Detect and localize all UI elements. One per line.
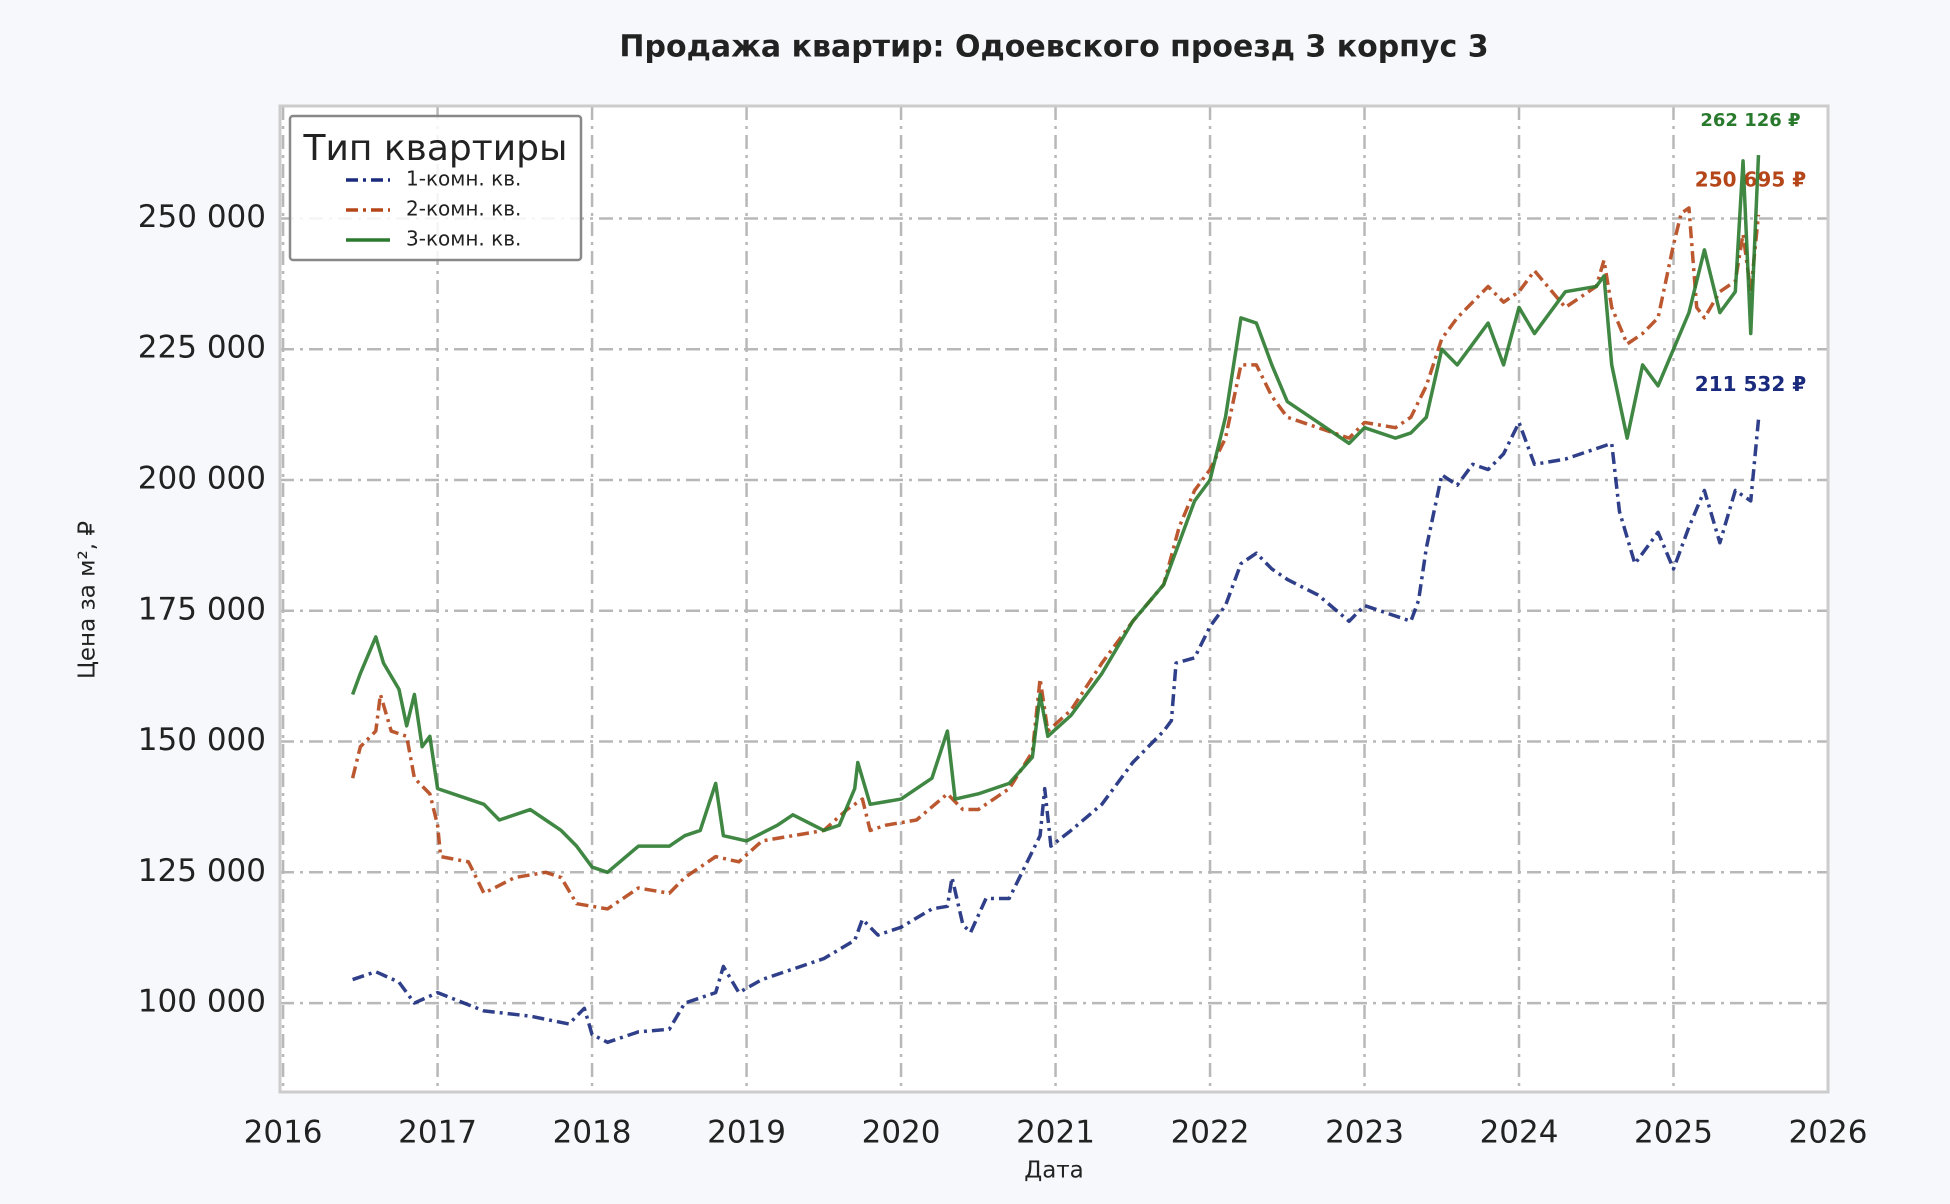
y-tick-label: 100 000 xyxy=(138,984,266,1020)
y-tick-label: 175 000 xyxy=(138,591,266,627)
x-tick-label: 2026 xyxy=(1789,1115,1868,1151)
x-tick-label: 2022 xyxy=(1171,1115,1250,1151)
x-tick-label: 2018 xyxy=(553,1115,632,1151)
x-tick-label: 2025 xyxy=(1634,1115,1713,1151)
end-value-label: 250 695 ₽ xyxy=(1695,167,1806,191)
y-tick-label: 125 000 xyxy=(138,853,266,889)
y-tick-label: 150 000 xyxy=(138,722,266,758)
plot-frame xyxy=(278,104,1830,1094)
y-tick-label: 200 000 xyxy=(138,461,266,497)
x-tick-label: 2020 xyxy=(862,1115,941,1151)
series-line xyxy=(350,154,1761,875)
legend-label: 1-комн. кв. xyxy=(406,167,521,191)
x-tick-label: 2023 xyxy=(1325,1115,1404,1151)
x-axis-label: Дата xyxy=(1024,1158,1084,1184)
x-tick-label: 2017 xyxy=(398,1115,477,1151)
plot-area xyxy=(280,106,1828,1092)
legend-title: Тип квартиры xyxy=(303,128,568,169)
series-line xyxy=(350,206,1761,911)
y-axis-label: Цена за м², ₽ xyxy=(75,521,101,679)
x-tick-label: 2021 xyxy=(1016,1115,1095,1151)
legend-label: 2-комн. кв. xyxy=(406,197,521,221)
end-value-label: 211 532 ₽ xyxy=(1695,372,1806,396)
end-value-label: 262 126 ₽ xyxy=(1700,110,1800,131)
y-tick-label: 225 000 xyxy=(138,330,266,366)
chart-title: Продажа квартир: Одоевского проезд 3 кор… xyxy=(619,30,1488,65)
legend-label: 3-комн. кв. xyxy=(406,227,521,251)
y-tick-label: 250 000 xyxy=(138,199,266,235)
legend-box xyxy=(288,114,583,262)
x-tick-label: 2016 xyxy=(244,1115,323,1151)
x-tick-label: 2019 xyxy=(707,1115,786,1151)
x-tick-label: 2024 xyxy=(1480,1115,1559,1151)
series-line xyxy=(352,419,1761,1045)
